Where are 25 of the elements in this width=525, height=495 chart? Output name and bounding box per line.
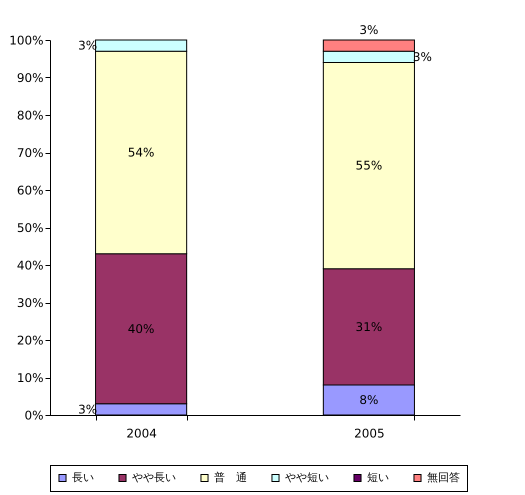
legend-label: やや短い (285, 470, 329, 484)
data-label: 8% (359, 393, 378, 407)
legend-label: 普 通 (214, 470, 247, 484)
y-tick-label: 40% (16, 258, 44, 272)
y-tick-label: 60% (16, 184, 44, 198)
y-tick-label: 100% (9, 34, 44, 48)
data-label: 55% (356, 158, 382, 173)
y-tick-label: 30% (16, 296, 44, 310)
data-label: 31% (356, 320, 382, 334)
x-tick-label: 2004 (126, 426, 157, 440)
x-tick-label: 2005 (354, 426, 385, 440)
legend-label: 短い (367, 470, 389, 484)
y-tick-label: 50% (16, 221, 44, 235)
data-label: 3% (359, 23, 378, 37)
y-tick-label: 70% (16, 146, 44, 160)
y-tick-label: 10% (16, 371, 44, 385)
y-tick-label: 20% (16, 334, 44, 348)
data-label: 40% (128, 322, 154, 336)
y-tick-label: 80% (16, 108, 44, 122)
y-tick-label: 90% (16, 71, 44, 85)
data-label: 54% (128, 146, 154, 160)
legend-label: 長い (72, 470, 94, 484)
legend-label: やや長い (132, 470, 176, 484)
legend-label: 無回答 (427, 470, 460, 484)
y-tick-label: 0% (24, 408, 44, 422)
